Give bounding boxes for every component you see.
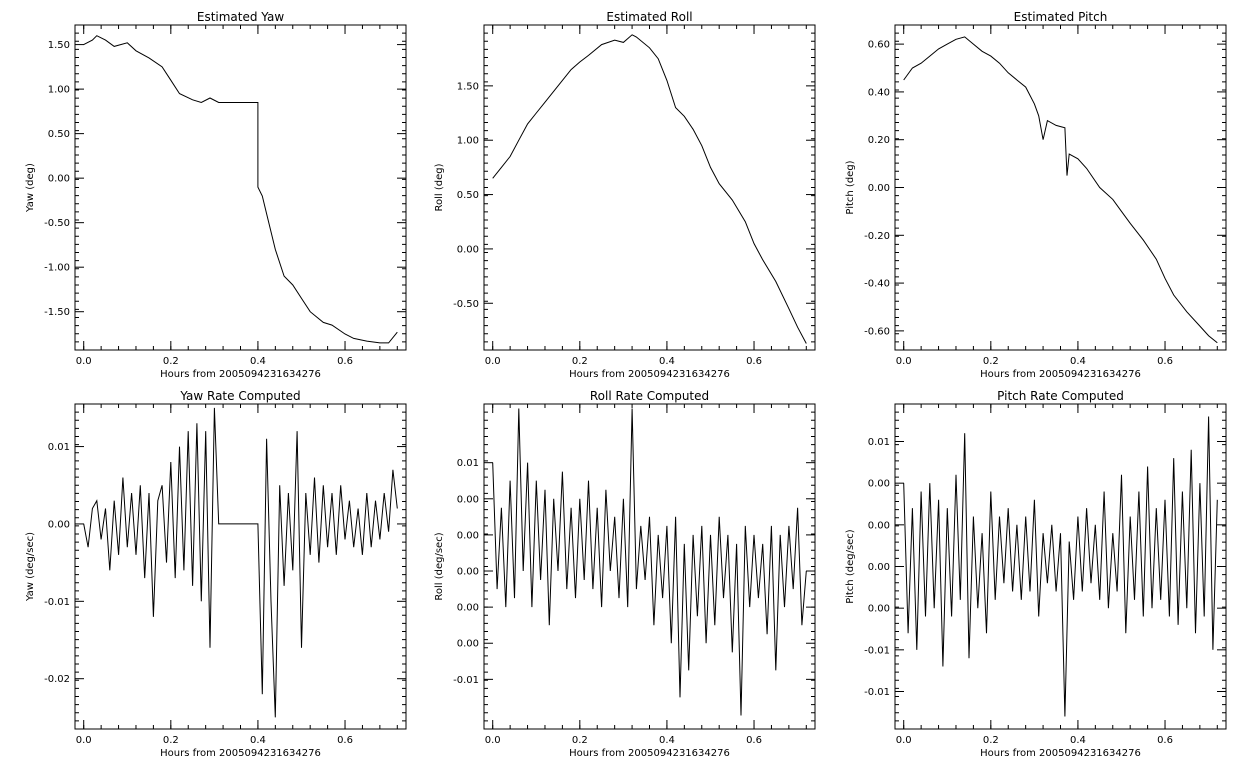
- roll-rate-x-tick-label: 0.6: [746, 735, 762, 746]
- estimated-roll-x-tick-label: 0.6: [746, 356, 762, 367]
- estimated-yaw-y-axis-label: Yaw (deg): [25, 163, 36, 213]
- estimated-yaw-x-tick-label: 0.4: [250, 356, 266, 367]
- roll-rate-series-line: [492, 408, 807, 716]
- yaw-rate-series-line: [83, 407, 398, 718]
- roll-rate-x-tick-label: 0.2: [572, 735, 588, 746]
- estimated-yaw-x-tick-label: 0.2: [163, 356, 179, 367]
- yaw-rate-y-tick-label: -0.01: [44, 597, 70, 608]
- estimated-roll-plot-frame: [483, 24, 816, 351]
- estimated-pitch-x-tick-label: 0.2: [983, 356, 999, 367]
- roll-rate-y-tick-label: -0.01: [453, 675, 479, 686]
- roll-rate-y-axis-label: Roll (deg/sec): [434, 532, 445, 600]
- yaw-rate-plot-frame: [74, 403, 407, 730]
- estimated-roll-x-tick-label: 0.2: [572, 356, 588, 367]
- roll-rate-x-tick-label: 0.4: [659, 735, 675, 746]
- pitch-rate-x-axis-label: Hours from 2005094231634276: [980, 748, 1141, 759]
- pitch-rate-y-tick-label: 0.00: [868, 604, 890, 615]
- estimated-roll-series-line: [492, 34, 807, 344]
- estimated-roll-y-tick-label: 0.50: [457, 190, 479, 201]
- yaw-rate-x-axis-label: Hours from 2005094231634276: [160, 748, 321, 759]
- estimated-yaw-chart: Estimated Yaw Hours from 2005094231634276…: [25, 10, 407, 380]
- estimated-yaw-y-tick-label: 0.50: [48, 129, 70, 140]
- roll-rate-title: Roll Rate Computed: [590, 389, 709, 403]
- estimated-pitch-y-tick-label: -0.60: [864, 326, 890, 337]
- pitch-rate-x-tick-label: 0.6: [1157, 735, 1173, 746]
- pitch-rate-y-tick-label: 0.00: [868, 562, 890, 573]
- estimated-roll-x-tick-label: 0.4: [659, 356, 675, 367]
- yaw-rate-y-tick-label: 0.01: [48, 442, 70, 453]
- yaw-rate-title: Yaw Rate Computed: [179, 389, 300, 403]
- estimated-yaw-y-tick-label: -1.50: [44, 307, 70, 318]
- estimated-pitch-x-tick-label: 0.4: [1070, 356, 1086, 367]
- yaw-rate-y-axis-label: Yaw (deg/sec): [25, 532, 36, 602]
- yaw-rate-y-tick-label: -0.02: [44, 674, 70, 685]
- estimated-pitch-x-axis-label: Hours from 2005094231634276: [980, 369, 1141, 380]
- yaw-rate-chart: Yaw Rate Computed Hours from 200509423163…: [25, 389, 407, 759]
- roll-rate-y-tick-label: 0.01: [457, 458, 479, 469]
- pitch-rate-title: Pitch Rate Computed: [997, 389, 1124, 403]
- pitch-rate-y-axis-label: Pitch (deg/sec): [845, 529, 856, 604]
- yaw-rate-y-tick-label: 0.00: [48, 519, 70, 530]
- estimated-roll-y-axis-label: Roll (deg): [434, 163, 445, 211]
- estimated-pitch-y-tick-label: -0.40: [864, 279, 890, 290]
- estimated-yaw-y-tick-label: -0.50: [44, 218, 70, 229]
- roll-rate-y-tick-label: 0.00: [457, 603, 479, 614]
- yaw-rate-x-tick-label: 0.2: [163, 735, 179, 746]
- roll-rate-x-tick-label: 0.0: [485, 735, 501, 746]
- estimated-pitch-series-line: [903, 36, 1218, 344]
- roll-rate-y-tick-label: 0.00: [457, 530, 479, 541]
- estimated-roll-x-tick-label: 0.0: [485, 356, 501, 367]
- pitch-rate-y-tick-label: -0.01: [864, 645, 890, 656]
- estimated-pitch-x-tick-label: 0.0: [896, 356, 912, 367]
- pitch-rate-x-tick-label: 0.4: [1070, 735, 1086, 746]
- estimated-roll-title: Estimated Roll: [606, 10, 692, 24]
- pitch-rate-chart: Pitch Rate Computed Hours from 2005094231…: [845, 389, 1227, 759]
- estimated-pitch-y-tick-label: 0.20: [868, 135, 890, 146]
- estimated-pitch-y-axis-label: Pitch (deg): [845, 160, 856, 214]
- estimated-roll-y-tick-label: -0.50: [453, 299, 479, 310]
- roll-rate-chart: Roll Rate Computed Hours from 20050942316…: [434, 389, 816, 759]
- pitch-rate-y-tick-label: 0.00: [868, 520, 890, 531]
- pitch-rate-y-tick-label: -0.01: [864, 687, 890, 698]
- estimated-roll-x-axis-label: Hours from 2005094231634276: [569, 369, 730, 380]
- estimated-yaw-y-tick-label: 0.00: [48, 174, 70, 185]
- estimated-roll-y-tick-label: 1.50: [457, 81, 479, 92]
- roll-rate-y-tick-label: 0.00: [457, 639, 479, 650]
- pitch-rate-x-tick-label: 0.0: [896, 735, 912, 746]
- roll-rate-x-axis-label: Hours from 2005094231634276: [569, 748, 730, 759]
- estimated-roll-chart: Estimated Roll Hours from 200509423163427…: [434, 10, 816, 380]
- estimated-pitch-y-tick-label: -0.20: [864, 231, 890, 242]
- roll-rate-y-tick-label: 0.00: [457, 494, 479, 505]
- estimated-yaw-y-tick-label: 1.00: [48, 85, 70, 96]
- estimated-yaw-x-tick-label: 0.0: [76, 356, 92, 367]
- estimated-yaw-y-tick-label: 1.50: [48, 40, 70, 51]
- estimated-roll-y-tick-label: 0.00: [457, 244, 479, 255]
- estimated-pitch-title: Estimated Pitch: [1014, 10, 1108, 24]
- estimated-pitch-plot-frame: [894, 24, 1227, 351]
- estimated-yaw-series-line: [83, 35, 398, 344]
- roll-rate-y-tick-label: 0.00: [457, 567, 479, 578]
- yaw-rate-x-tick-label: 0.6: [337, 735, 353, 746]
- pitch-rate-y-tick-label: 0.01: [868, 437, 890, 448]
- pitch-rate-series-line: [903, 416, 1218, 717]
- estimated-yaw-x-axis-label: Hours from 2005094231634276: [160, 369, 321, 380]
- estimated-yaw-title: Estimated Yaw: [197, 10, 284, 24]
- pitch-rate-y-tick-label: 0.00: [868, 479, 890, 490]
- yaw-rate-x-tick-label: 0.0: [76, 735, 92, 746]
- estimated-roll-y-tick-label: 1.00: [457, 136, 479, 147]
- pitch-rate-x-tick-label: 0.2: [983, 735, 999, 746]
- estimated-pitch-chart: Estimated Pitch Hours from 20050942316342…: [845, 10, 1227, 380]
- estimated-yaw-y-tick-label: -1.00: [44, 263, 70, 274]
- estimated-pitch-y-tick-label: 0.00: [868, 183, 890, 194]
- yaw-rate-x-tick-label: 0.4: [250, 735, 266, 746]
- estimated-pitch-y-tick-label: 0.40: [868, 87, 890, 98]
- estimated-pitch-x-tick-label: 0.6: [1157, 356, 1173, 367]
- estimated-yaw-x-tick-label: 0.6: [337, 356, 353, 367]
- estimated-yaw-plot-frame: [74, 24, 407, 351]
- estimated-pitch-y-tick-label: 0.60: [868, 40, 890, 51]
